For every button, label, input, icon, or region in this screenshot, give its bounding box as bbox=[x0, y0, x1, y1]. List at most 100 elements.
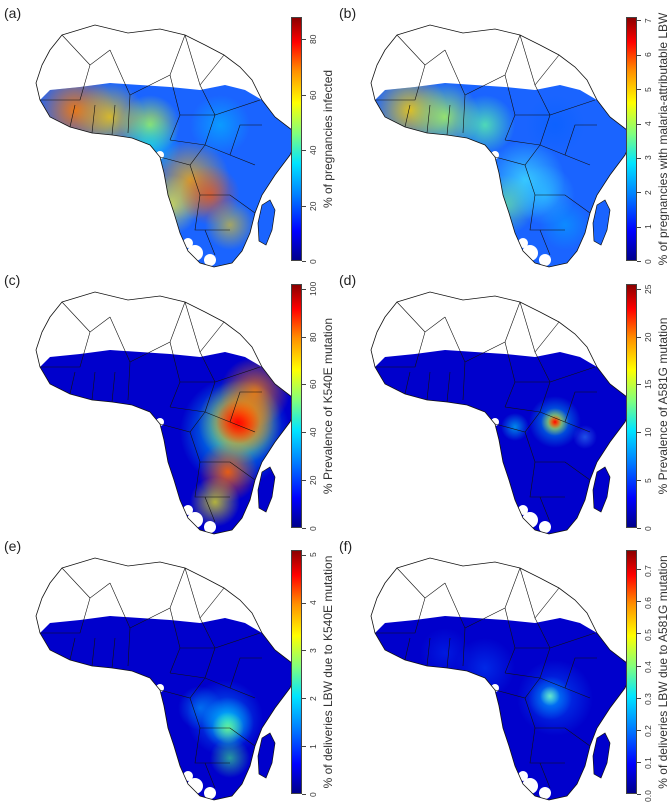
colorbar-tick bbox=[637, 569, 641, 571]
country-border bbox=[504, 672, 541, 679]
country-border bbox=[69, 637, 76, 661]
coastline bbox=[35, 557, 299, 801]
colorbar-tick bbox=[302, 94, 306, 96]
panel-label: (d) bbox=[339, 272, 357, 288]
colorbar-tick bbox=[637, 89, 641, 91]
no-data-patch bbox=[187, 245, 203, 261]
colorbar-tick bbox=[302, 261, 306, 262]
map-panel-d: (d) 0 5 10 15 20 25 % Prevalence of A581G mutat… bbox=[335, 272, 669, 538]
colorbar-title: % Prevalence of K540E mutation bbox=[321, 317, 335, 495]
colorbar-tick-label: 4 bbox=[643, 121, 653, 127]
colorbar-tick-label: 0 bbox=[308, 525, 318, 531]
colorbar-tick bbox=[302, 794, 306, 795]
colorbar-tick bbox=[302, 288, 306, 290]
colorbar-tick bbox=[302, 432, 306, 434]
colorbar-tick-label: 0.5 bbox=[643, 629, 653, 641]
no-data-patch bbox=[187, 512, 203, 528]
country-border bbox=[61, 301, 91, 333]
no-data-patch bbox=[156, 418, 164, 426]
country-border bbox=[404, 104, 411, 128]
country-border bbox=[194, 194, 230, 231]
country-border bbox=[539, 496, 551, 523]
africa-map-f bbox=[370, 557, 634, 801]
colorbar-tick bbox=[302, 205, 306, 207]
country-border bbox=[169, 139, 206, 146]
madagascar-outline bbox=[592, 732, 611, 779]
country-border bbox=[69, 371, 76, 395]
colorbar bbox=[626, 284, 637, 528]
colorbar-tick-label: 7 bbox=[643, 18, 653, 23]
colorbar-tick bbox=[302, 39, 306, 41]
colorbar-tick bbox=[637, 336, 641, 338]
country-border bbox=[426, 637, 431, 667]
country-border bbox=[61, 567, 91, 599]
country-border bbox=[194, 461, 230, 498]
colorbar-tick-label: 0 bbox=[308, 258, 318, 264]
colorbar-tick bbox=[637, 288, 641, 290]
no-data-patch bbox=[491, 418, 499, 426]
map-panel-e: (e) 0 1 2 3 4 5% of deliveries LBW due to K540… bbox=[0, 538, 335, 804]
colorbar-title: % of deliveries LBW due to K540E mutatio… bbox=[321, 555, 335, 789]
panel-label: (b) bbox=[339, 5, 357, 21]
colorbar-title: % Prevalence of A581G mutation bbox=[656, 317, 669, 495]
colorbar-tick bbox=[637, 226, 641, 228]
country-border bbox=[229, 657, 262, 689]
colorbar-tick bbox=[637, 54, 641, 56]
colorbar-tick-label: 3 bbox=[308, 648, 318, 653]
colorbar-tick-label: 2 bbox=[643, 190, 653, 195]
panel-label: (a) bbox=[4, 5, 22, 21]
country-border bbox=[91, 104, 96, 134]
colorbar-tick-label: 6 bbox=[643, 52, 653, 58]
country-border bbox=[426, 371, 431, 401]
colorbar-tick-label: 0.2 bbox=[643, 725, 653, 738]
country-border bbox=[564, 657, 597, 689]
africa-map-a bbox=[35, 24, 299, 268]
colorbar-tick bbox=[637, 123, 641, 125]
africa-map-e bbox=[35, 557, 299, 801]
colorbar-tick-label: 80 bbox=[308, 34, 318, 45]
colorbar-tick-label: 0 bbox=[643, 258, 653, 264]
madagascar-outline bbox=[592, 466, 611, 513]
no-data-patch bbox=[491, 684, 499, 692]
map-panel-b: (b) 0 1 2 3 4 5 6 7% of pregnancies with malaria… bbox=[335, 5, 669, 271]
country-border bbox=[404, 371, 411, 395]
country-border bbox=[504, 406, 541, 413]
country-border bbox=[404, 637, 411, 661]
colorbar-tick bbox=[302, 528, 306, 529]
africa-map-c bbox=[35, 291, 299, 535]
country-border bbox=[375, 316, 446, 368]
colorbar-tick-label: 0.7 bbox=[643, 564, 653, 577]
colorbar-tick-label: 1 bbox=[308, 743, 318, 749]
colorbar-tick bbox=[637, 633, 641, 635]
colorbar bbox=[626, 550, 637, 794]
colorbar-tick-label: 60 bbox=[308, 90, 318, 100]
country-border bbox=[169, 406, 206, 413]
colorbar-tick bbox=[637, 432, 641, 434]
country-border bbox=[375, 582, 446, 634]
colorbar-tick bbox=[637, 157, 641, 159]
map-panel-f: (f) 0.0 0.1 0.2 0.3 0.4 0.5 0.6 0.7% of deliveri… bbox=[335, 538, 669, 804]
country-border bbox=[524, 697, 591, 747]
colorbar-tick-label: 0.6 bbox=[643, 597, 653, 609]
colorbar-title: % of pregnancies with malaria-attributab… bbox=[656, 12, 669, 266]
country-border bbox=[189, 164, 256, 214]
madagascar-outline bbox=[257, 732, 276, 779]
map-panel-c: (c) 0 20 40 60 80 100 % Prevalence of K540E mut… bbox=[0, 272, 335, 538]
colorbar-tick-label: 0.1 bbox=[643, 757, 653, 770]
no-data-patch bbox=[539, 521, 551, 533]
country-border bbox=[111, 104, 116, 136]
no-data-patch bbox=[204, 254, 216, 266]
colorbar-tick bbox=[637, 794, 641, 795]
country-border bbox=[375, 49, 446, 101]
country-border bbox=[91, 637, 96, 667]
madagascar-outline bbox=[257, 466, 276, 513]
country-border bbox=[446, 104, 451, 136]
country-border bbox=[504, 139, 541, 146]
country-border bbox=[446, 371, 451, 403]
no-data-patch bbox=[522, 778, 538, 794]
colorbar-tick-label: 4 bbox=[308, 600, 318, 606]
country-border bbox=[189, 431, 256, 481]
colorbar-tick bbox=[302, 150, 306, 152]
country-border bbox=[539, 762, 551, 789]
colorbar bbox=[626, 17, 637, 261]
